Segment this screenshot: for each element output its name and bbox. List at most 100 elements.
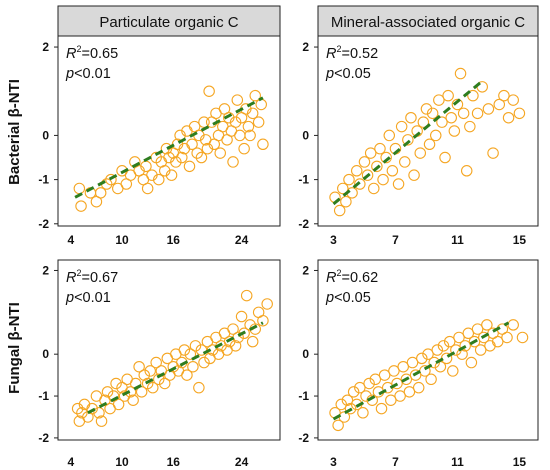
y-tick-label: 2 (302, 263, 309, 277)
x-tick-label: 11 (451, 233, 464, 247)
data-point (491, 335, 504, 348)
data-point (408, 169, 420, 181)
x-tick-label: 4 (67, 455, 74, 469)
data-point (460, 165, 473, 177)
y-tick-label: 2 (42, 40, 49, 54)
data-point (238, 327, 250, 340)
x-tick-label: 3 (330, 455, 337, 469)
data-point (437, 340, 450, 352)
row-label-bacterial: Bacterial β-NTI (6, 79, 23, 185)
data-point (242, 120, 255, 133)
data-point (459, 340, 471, 352)
x-tick-label: 24 (235, 233, 249, 247)
r-squared-label: R2=0.52 (326, 44, 378, 62)
data-point (150, 356, 162, 369)
y-tick-label: -1 (38, 173, 49, 187)
data-point (214, 147, 226, 159)
data-point (75, 200, 87, 212)
data-point (198, 356, 210, 369)
column-title-box-2 (317, 5, 539, 37)
data-point (333, 204, 346, 217)
data-point (498, 89, 510, 102)
data-point (361, 169, 374, 181)
data-point (147, 381, 159, 394)
data-point (464, 120, 476, 133)
data-point (357, 407, 369, 419)
plot-frame (317, 35, 539, 227)
data-point (471, 107, 484, 120)
data-point (235, 310, 248, 323)
data-point (395, 120, 408, 133)
data-point (383, 129, 396, 142)
data-point (191, 147, 203, 159)
row-label-fungal: Fungal β-NTI (6, 302, 23, 394)
data-point (261, 298, 273, 310)
data-point (193, 381, 205, 394)
x-tick-label: 11 (451, 455, 464, 469)
data-point (344, 402, 357, 415)
data-point (227, 156, 239, 168)
data-point (186, 138, 198, 151)
data-point (471, 323, 484, 335)
trend-line (87, 321, 264, 415)
data-point (181, 369, 193, 381)
data-point (335, 398, 347, 411)
data-point (439, 151, 451, 164)
data-point (414, 147, 427, 159)
data-point (423, 138, 436, 151)
data-point (340, 195, 352, 208)
data-point (112, 398, 125, 411)
panel-fungal-particulate: 2 0 -1 -2 4 10 16 24 R2=0.67 p<0.01 (38, 259, 281, 469)
data-point (354, 381, 366, 394)
y-tick-label: 0 (42, 128, 49, 142)
data-point (366, 394, 378, 406)
data-point (416, 352, 428, 365)
y-tick-label: -2 (298, 217, 309, 231)
panel-fungal-mineral: 2 0 -1 -2 3 7 11 15 R2=0.62 p<0.05 (298, 259, 539, 469)
data-point (462, 327, 475, 340)
data-point (412, 381, 425, 394)
data-point (240, 289, 253, 302)
data-point (144, 365, 156, 377)
data-point (447, 365, 459, 377)
data-point (184, 348, 197, 360)
data-point (246, 107, 259, 120)
data-point (94, 187, 107, 199)
data-point (71, 402, 84, 415)
x-tick-label: 16 (167, 233, 181, 247)
data-point (399, 156, 411, 168)
data-point (246, 335, 259, 348)
data-point (347, 386, 360, 398)
data-point (252, 116, 265, 128)
x-tick-label: 4 (67, 233, 74, 247)
data-point (368, 182, 380, 195)
column-title-box-1 (57, 5, 281, 37)
data-point (203, 85, 215, 97)
data-point (141, 182, 154, 195)
data-point (478, 331, 490, 344)
y-tick-label: 0 (42, 347, 49, 361)
data-point (257, 314, 269, 327)
x-tick-label: 3 (330, 233, 337, 247)
data-point (406, 356, 419, 369)
data-point (429, 129, 442, 142)
x-tick-label: 15 (513, 455, 527, 469)
data-point (93, 407, 105, 419)
column-title-2: Mineral-associated organic C (331, 14, 525, 31)
data-point (377, 173, 389, 186)
data-point (457, 107, 470, 120)
data-point (482, 103, 495, 115)
data-point (343, 173, 355, 186)
data-point (397, 360, 409, 373)
data-point (442, 89, 454, 102)
data-point (417, 116, 430, 128)
data-point (445, 111, 457, 124)
data-point (165, 169, 178, 181)
data-point (507, 94, 519, 106)
p-value-label: p<0.05 (325, 66, 371, 82)
data-point (360, 390, 372, 402)
data-point (257, 138, 269, 151)
y-tick-label: 0 (302, 128, 309, 142)
data-point (394, 390, 406, 402)
